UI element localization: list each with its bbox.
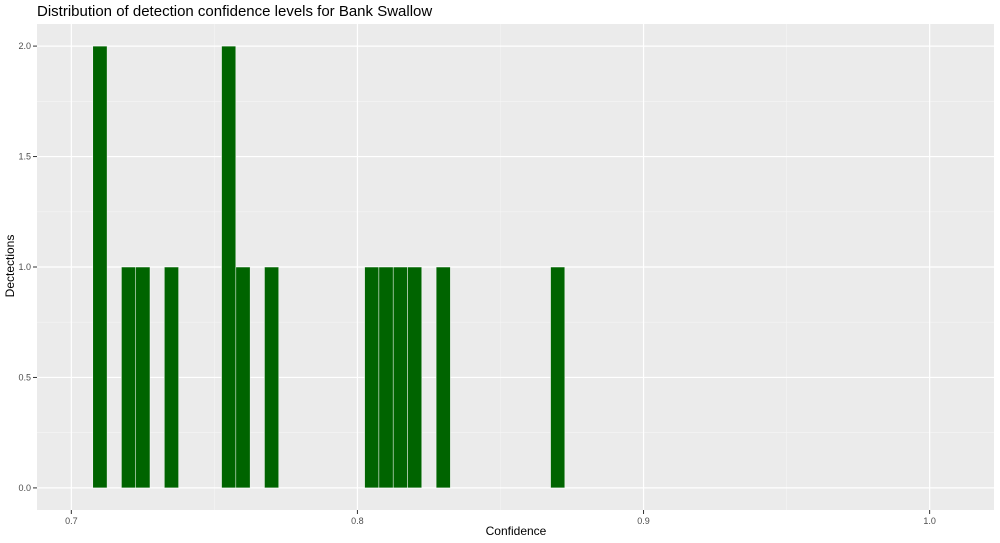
y-tick-label: 0.0 [18,483,31,493]
major-gridlines [37,24,994,510]
bar [221,45,237,489]
bar [92,45,108,489]
y-axis-title: Dectections [3,235,17,298]
bar [121,266,136,489]
x-tick-label: 0.9 [637,516,650,526]
bar-series [92,45,566,489]
bar [264,266,280,489]
bar [392,266,408,489]
bar [378,266,394,489]
y-tick-label: 1.5 [18,152,31,162]
bar [135,266,151,489]
bar [407,266,423,489]
bar [550,266,566,489]
y-axis: 0.0 0.5 1.0 1.5 2.0 [18,41,37,493]
bar [435,266,451,489]
x-axis: 0.7 0.8 0.9 1.0 [65,510,936,526]
bar [364,266,380,489]
bar [164,266,179,489]
x-axis-title: Confidence [486,524,547,538]
y-tick-label: 2.0 [18,41,31,51]
y-tick-label: 0.5 [18,372,31,382]
x-tick-label: 0.8 [351,516,364,526]
y-tick-label: 1.0 [18,262,31,272]
bar [235,266,251,489]
chart-title: Distribution of detection confidence lev… [37,3,432,20]
x-tick-label: 1.0 [923,516,936,526]
x-tick-label: 0.7 [65,516,78,526]
